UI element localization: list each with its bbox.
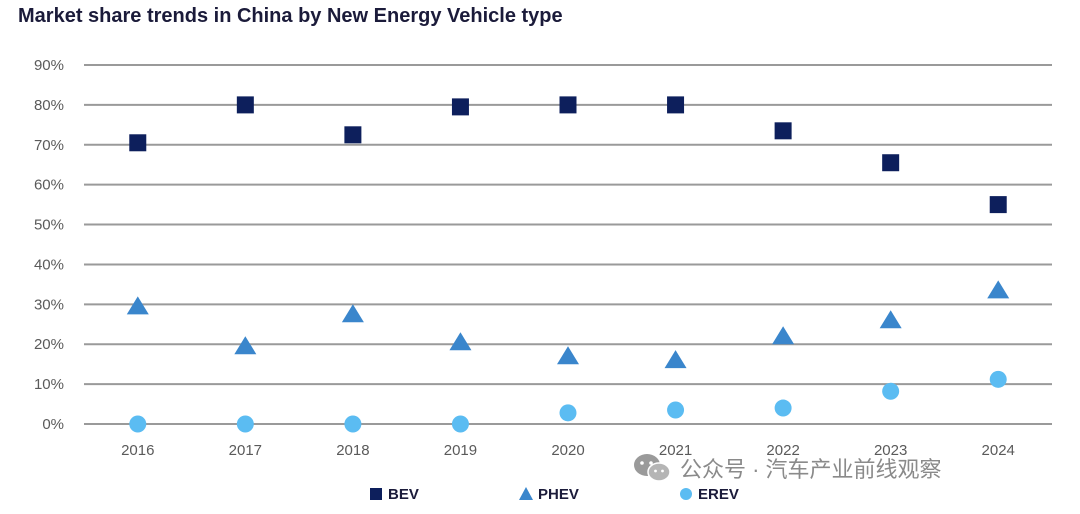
phev-point-2018: [341, 304, 364, 323]
erev-point-2021: [667, 401, 685, 419]
phev-point-2021: [664, 350, 687, 369]
y-tick-label: 80%: [34, 97, 64, 114]
bev-point-2016: [129, 134, 147, 152]
y-tick-label: 50%: [34, 217, 64, 234]
x-tick-label: 2022: [766, 442, 799, 459]
phev-point-2017: [234, 336, 257, 355]
phev-point-2016: [126, 296, 149, 315]
x-tick-label: 2023: [874, 442, 907, 459]
x-tick-label: 2021: [659, 442, 692, 459]
x-tick-label: 2024: [982, 442, 1015, 459]
legend-marker-erev: [680, 488, 692, 500]
legend: BEV PHEV EREV: [370, 486, 739, 503]
y-axis-ticks: 0% 10% 20% 30% 40% 50% 60% 70% 80% 90%: [34, 57, 64, 433]
y-tick-label: 70%: [34, 137, 64, 154]
chart-title: Market share trends in China by New Ener…: [18, 5, 563, 27]
x-tick-label: 2016: [121, 442, 154, 459]
legend-label-phev: PHEV: [538, 486, 579, 503]
phev-point-2024: [987, 280, 1010, 299]
x-tick-label: 2020: [551, 442, 584, 459]
phev-point-2023: [879, 310, 902, 329]
erev-point-2019: [451, 415, 469, 433]
x-tick-label: 2019: [444, 442, 477, 459]
data-markers: [126, 96, 1010, 433]
x-tick-label: 2017: [229, 442, 262, 459]
bev-point-2022: [774, 122, 792, 140]
y-tick-label: 10%: [34, 376, 64, 393]
y-tick-label: 0%: [42, 416, 64, 433]
y-tick-label: 30%: [34, 296, 64, 313]
y-tick-label: 90%: [34, 57, 64, 74]
wechat-icon: [634, 454, 671, 482]
watermark-text: 公众号 · 汽车产业前线观察: [680, 457, 942, 482]
phev-point-2019: [449, 332, 472, 351]
x-axis-ticks: 2016 2017 2018 2019 2020 2021 2022 2023 2024: [121, 442, 1015, 459]
legend-marker-bev: [370, 488, 382, 500]
y-tick-label: 60%: [34, 177, 64, 194]
erev-point-2018: [344, 415, 362, 433]
erev-point-2017: [236, 415, 254, 433]
watermark: 公众号 · 汽车产业前线观察: [632, 452, 942, 484]
bev-point-2017: [236, 96, 254, 114]
legend-marker-phev: [519, 487, 533, 500]
erev-point-2023: [882, 382, 900, 400]
bev-point-2021: [667, 96, 685, 114]
legend-label-bev: BEV: [388, 486, 419, 503]
bev-point-2018: [344, 126, 362, 144]
y-tick-label: 20%: [34, 336, 64, 353]
legend-label-erev: EREV: [698, 486, 739, 503]
bev-point-2023: [882, 154, 900, 172]
phev-point-2020: [557, 346, 579, 365]
y-tick-label: 40%: [34, 256, 64, 273]
bev-point-2024: [989, 196, 1007, 214]
erev-point-2016: [129, 415, 147, 433]
erev-point-2020: [559, 404, 577, 422]
erev-point-2024: [989, 370, 1007, 388]
gridlines: [84, 64, 1052, 425]
erev-point-2022: [774, 399, 792, 417]
bev-point-2020: [559, 96, 577, 114]
bev-point-2019: [451, 98, 469, 116]
phev-point-2022: [772, 326, 795, 345]
x-tick-label: 2018: [336, 442, 369, 459]
